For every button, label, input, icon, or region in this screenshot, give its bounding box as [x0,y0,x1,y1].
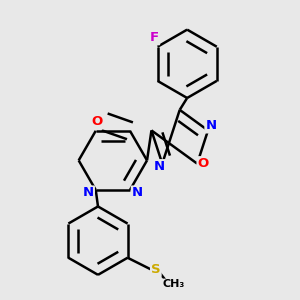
Text: N: N [154,160,165,173]
Text: O: O [197,157,209,170]
Text: F: F [150,31,159,44]
Text: O: O [92,116,103,128]
Text: N: N [206,119,217,133]
Text: N: N [132,187,143,200]
Text: N: N [83,187,94,200]
Text: S: S [151,263,160,276]
Text: CH₃: CH₃ [163,280,185,290]
